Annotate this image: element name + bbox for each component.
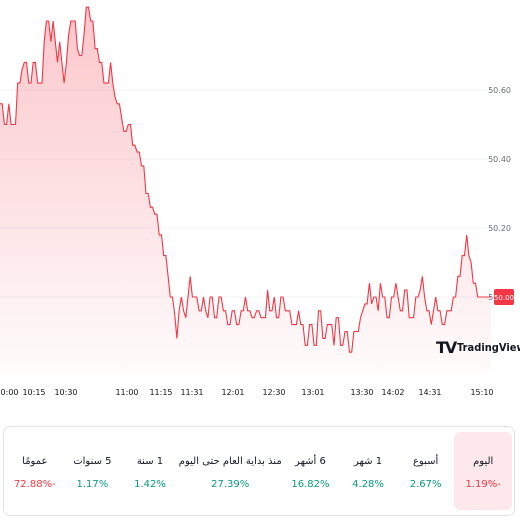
x-tick-label: 10:00 (0, 388, 19, 397)
x-tick-label: 13:30 (350, 388, 373, 397)
x-tick-label: 10:30 (54, 388, 77, 397)
x-tick-label: 10:15 (22, 388, 45, 397)
price-area-fill (0, 7, 491, 372)
period-6-months[interactable]: 6 أشهر 16.82% (282, 432, 340, 510)
tradingview-logo[interactable]: TV TradingView (436, 338, 520, 357)
x-tick-label: 11:00 (115, 388, 138, 397)
period-label: 6 أشهر (295, 456, 326, 467)
period-value: 4.28% (352, 479, 384, 490)
x-tick-label: 14:31 (418, 388, 441, 397)
period-value: 2.67% (409, 479, 442, 490)
period-value: 16.82% (291, 479, 330, 490)
period-5-years[interactable]: 5 سنوات 1.17% (64, 432, 122, 510)
period-value: 27.39% (211, 479, 250, 490)
period-label: عمومًا (22, 456, 48, 467)
period-value: 1.17% (76, 479, 109, 490)
period-label: 5 سنوات (73, 456, 112, 467)
period-today[interactable]: اليوم 1.19%- (454, 432, 512, 510)
period-ytd[interactable]: منذ بداية العام حتى اليوم 27.39% (179, 432, 282, 510)
period-value: 1.42% (134, 479, 166, 490)
x-tick-label: 12:30 (262, 388, 285, 397)
last-price-badge (494, 289, 514, 305)
period-label: أسبوع (412, 456, 439, 467)
x-tick-label: 12:01 (221, 388, 244, 397)
price-line (0, 6, 491, 353)
period-all-time[interactable]: عمومًا 72.88%- (6, 432, 64, 510)
x-tick-label: 11:31 (180, 388, 203, 397)
x-tick-label: 15:10 (470, 388, 493, 397)
period-value: 72.88%- (13, 479, 56, 490)
performance-periods-panel: اليوم 1.19%- أسبوع 2.67% 1 شهر 4.28% 6 أ… (3, 426, 515, 516)
y-tick-label: 50.60 (488, 86, 511, 95)
period-1-month[interactable]: 1 شهر 4.28% (339, 432, 397, 510)
x-tick-label: 11:15 (149, 388, 172, 397)
x-tick-label: 13:01 (301, 388, 324, 397)
tradingview-logo-mark: TV (436, 338, 457, 357)
period-label: 1 سنة (136, 456, 164, 467)
y-tick-label: 50.40 (488, 155, 511, 164)
period-week[interactable]: أسبوع 2.67% (397, 432, 455, 510)
period-label: 1 شهر (354, 456, 383, 467)
last-price-label: 50.00 (494, 294, 514, 302)
tradingview-logo-text: TradingView (457, 341, 520, 354)
period-value: 1.19%- (465, 479, 501, 490)
period-1-year[interactable]: 1 سنة 1.42% (121, 432, 179, 510)
period-label: منذ بداية العام حتى اليوم (178, 456, 282, 467)
period-label: اليوم (473, 456, 494, 467)
x-tick-label: 14:02 (381, 388, 404, 397)
y-tick-label: 50.20 (488, 224, 511, 233)
